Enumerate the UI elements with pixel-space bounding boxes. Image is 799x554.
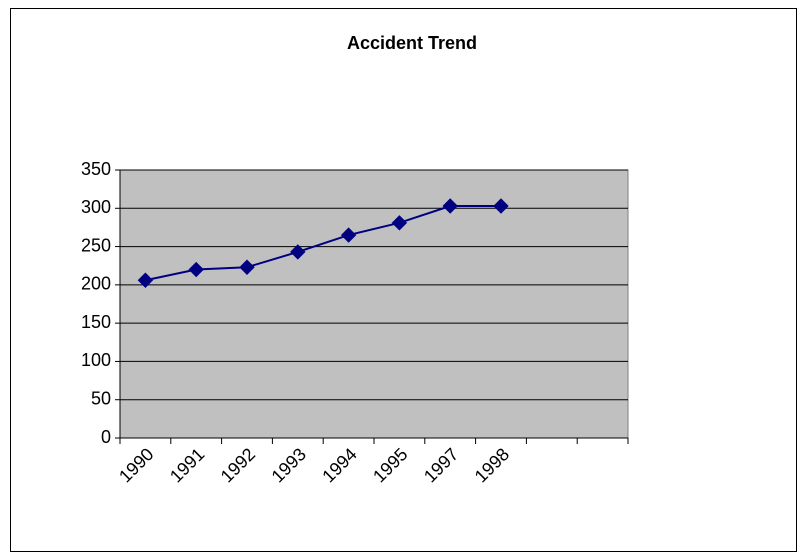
marker [188, 261, 204, 278]
marker [340, 227, 357, 243]
plot-area [119, 169, 629, 439]
marker [137, 272, 154, 288]
y-tick-label: 0 [101, 427, 111, 447]
marker [442, 198, 458, 214]
marker [239, 259, 255, 275]
y-tick-label: 150 [81, 312, 111, 332]
y-tick-label: 200 [81, 274, 111, 294]
line [145, 204, 501, 282]
y-tick-label: 250 [81, 235, 111, 255]
y-tick-label: 50 [91, 388, 111, 408]
marker [290, 244, 306, 260]
y-tick-label: 350 [81, 159, 111, 179]
marker [391, 215, 408, 231]
y-tick-label: 300 [81, 197, 111, 217]
y-tick-label: 100 [81, 350, 111, 370]
marker [493, 198, 509, 214]
chart-title: Accident Trend [347, 33, 477, 53]
